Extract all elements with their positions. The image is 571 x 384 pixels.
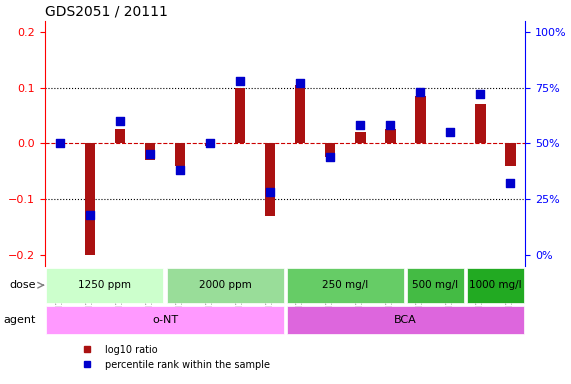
- Text: 2000 ppm: 2000 ppm: [199, 280, 251, 290]
- FancyBboxPatch shape: [46, 306, 284, 334]
- Point: [206, 140, 215, 146]
- Bar: [505, 143, 516, 166]
- Point: [356, 122, 365, 129]
- Text: 1000 mg/l: 1000 mg/l: [469, 280, 522, 290]
- Bar: [85, 143, 95, 255]
- FancyBboxPatch shape: [287, 268, 404, 303]
- FancyBboxPatch shape: [407, 268, 464, 303]
- Bar: [385, 129, 396, 143]
- Point: [325, 154, 335, 160]
- FancyBboxPatch shape: [467, 268, 524, 303]
- Point: [416, 89, 425, 95]
- Point: [235, 78, 244, 84]
- Bar: [295, 85, 305, 143]
- Text: 1250 ppm: 1250 ppm: [78, 280, 131, 290]
- Point: [146, 151, 155, 157]
- Text: GDS2051 / 20111: GDS2051 / 20111: [45, 4, 168, 18]
- Text: 250 mg/l: 250 mg/l: [322, 280, 368, 290]
- Point: [115, 118, 124, 124]
- Point: [506, 180, 515, 187]
- Bar: [115, 129, 125, 143]
- Bar: [355, 132, 365, 143]
- Bar: [415, 96, 425, 143]
- Point: [55, 140, 65, 146]
- Bar: [205, 143, 215, 146]
- Bar: [265, 143, 275, 216]
- Point: [266, 189, 275, 195]
- FancyBboxPatch shape: [46, 268, 163, 303]
- Text: o-NT: o-NT: [152, 315, 178, 325]
- Point: [386, 122, 395, 129]
- Text: 500 mg/l: 500 mg/l: [412, 280, 459, 290]
- Point: [85, 212, 94, 218]
- Point: [175, 167, 184, 173]
- Text: dose: dose: [9, 280, 36, 290]
- Bar: [144, 143, 155, 160]
- Text: agent: agent: [3, 315, 36, 325]
- Point: [296, 80, 305, 86]
- Bar: [235, 88, 246, 143]
- Legend: log10 ratio, percentile rank within the sample: log10 ratio, percentile rank within the …: [74, 341, 274, 374]
- Bar: [175, 143, 185, 166]
- Text: BCA: BCA: [394, 315, 417, 325]
- FancyBboxPatch shape: [287, 306, 524, 334]
- Point: [446, 129, 455, 135]
- Bar: [475, 104, 486, 143]
- Point: [476, 91, 485, 98]
- FancyBboxPatch shape: [167, 268, 284, 303]
- Bar: [325, 143, 336, 157]
